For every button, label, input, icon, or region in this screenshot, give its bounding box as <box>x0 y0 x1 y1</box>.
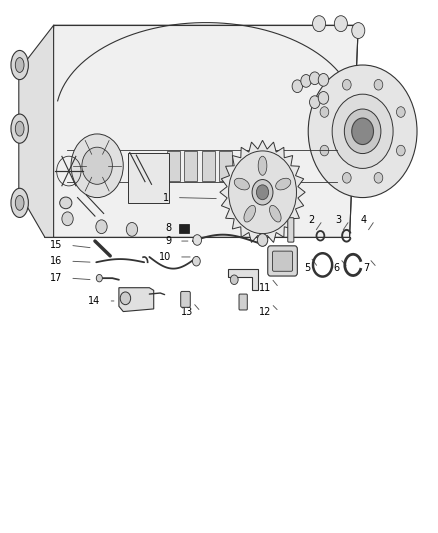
Bar <box>179 223 188 233</box>
Circle shape <box>352 118 374 144</box>
Text: 2: 2 <box>308 215 315 225</box>
Ellipse shape <box>276 178 291 190</box>
Circle shape <box>257 233 268 246</box>
Ellipse shape <box>11 114 28 143</box>
Ellipse shape <box>258 156 267 175</box>
Text: 5: 5 <box>304 263 311 272</box>
Bar <box>201 151 215 181</box>
Circle shape <box>71 134 123 198</box>
Polygon shape <box>19 25 53 237</box>
Ellipse shape <box>269 205 281 222</box>
Circle shape <box>396 146 405 156</box>
Circle shape <box>374 79 383 90</box>
Ellipse shape <box>11 51 28 79</box>
Bar <box>184 151 197 181</box>
Text: 11: 11 <box>259 282 271 293</box>
Circle shape <box>332 94 393 168</box>
Circle shape <box>318 74 328 86</box>
Circle shape <box>320 146 329 156</box>
Circle shape <box>229 151 297 233</box>
Circle shape <box>193 235 201 245</box>
Circle shape <box>310 72 320 85</box>
FancyBboxPatch shape <box>181 292 190 308</box>
Circle shape <box>120 292 131 305</box>
Text: 16: 16 <box>50 256 62 266</box>
Bar <box>219 151 232 181</box>
Ellipse shape <box>15 58 24 72</box>
Text: 6: 6 <box>334 263 340 272</box>
Text: 9: 9 <box>165 236 171 246</box>
Text: 14: 14 <box>88 296 101 306</box>
Polygon shape <box>119 288 154 312</box>
Circle shape <box>96 220 107 233</box>
Circle shape <box>310 96 320 109</box>
FancyBboxPatch shape <box>268 246 297 276</box>
Ellipse shape <box>11 188 28 217</box>
Text: 8: 8 <box>165 223 171 233</box>
Circle shape <box>320 107 329 117</box>
Bar <box>127 152 169 203</box>
Text: 17: 17 <box>50 273 62 283</box>
Circle shape <box>230 275 238 285</box>
Circle shape <box>352 22 365 38</box>
Text: 10: 10 <box>159 252 171 262</box>
Text: 13: 13 <box>180 306 193 317</box>
FancyBboxPatch shape <box>272 251 293 271</box>
Circle shape <box>374 173 383 183</box>
Circle shape <box>62 212 73 225</box>
Circle shape <box>343 173 351 183</box>
Circle shape <box>344 109 381 154</box>
Polygon shape <box>45 25 358 237</box>
Circle shape <box>96 274 102 282</box>
Ellipse shape <box>15 196 24 211</box>
Circle shape <box>301 75 311 87</box>
Text: 1: 1 <box>163 192 169 203</box>
Circle shape <box>252 180 273 205</box>
Text: 3: 3 <box>336 215 342 225</box>
Polygon shape <box>220 140 305 244</box>
Circle shape <box>343 79 351 90</box>
Circle shape <box>318 92 328 104</box>
Circle shape <box>126 222 138 236</box>
Ellipse shape <box>60 197 72 209</box>
Circle shape <box>192 256 200 266</box>
FancyBboxPatch shape <box>288 217 294 242</box>
Text: 12: 12 <box>259 306 271 317</box>
Circle shape <box>292 80 303 93</box>
Text: 7: 7 <box>363 263 369 272</box>
Text: 4: 4 <box>361 215 367 225</box>
Ellipse shape <box>15 121 24 136</box>
Ellipse shape <box>244 205 255 222</box>
Circle shape <box>82 147 113 184</box>
Bar <box>167 151 180 181</box>
Circle shape <box>334 15 347 31</box>
Ellipse shape <box>234 178 249 190</box>
Circle shape <box>313 15 325 31</box>
Circle shape <box>396 107 405 117</box>
Polygon shape <box>228 269 258 290</box>
Circle shape <box>256 185 268 200</box>
Circle shape <box>308 65 417 198</box>
Text: 15: 15 <box>50 240 62 251</box>
FancyBboxPatch shape <box>239 294 247 310</box>
